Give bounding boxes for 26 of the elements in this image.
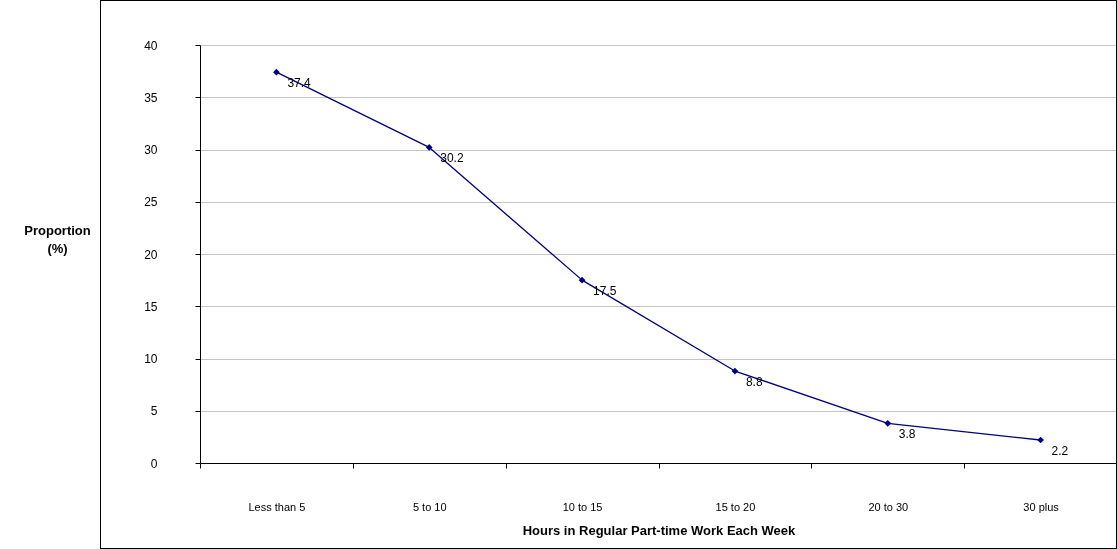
point <box>731 367 739 375</box>
point <box>884 419 892 427</box>
point <box>578 276 586 284</box>
x-axis-title: Hours in Regular Part-time Work Each Week <box>522 522 797 538</box>
y-tick-label: 35 <box>144 90 158 105</box>
x-tick-label: 10 to 15 <box>562 500 603 513</box>
x-tick-label: 20 to 30 <box>868 500 909 513</box>
y-tick-label: 0 <box>150 456 158 471</box>
y-tick-label: 30 <box>144 143 158 157</box>
x-tick-label: Less than 5 <box>248 500 306 513</box>
x-tick-label: 30 plus <box>1023 500 1060 513</box>
y-tick-label: 15 <box>144 299 158 314</box>
x-tick-label: 5 to 10 <box>412 500 447 513</box>
y-tick-label: 40 <box>144 38 158 53</box>
y-tick-label: 5 <box>150 404 158 419</box>
x-tick-label: 15 to 20 <box>715 500 756 513</box>
data-label: 3.8 <box>898 427 916 442</box>
y-tick-label: 20 <box>144 247 158 262</box>
y-tick-label: 10 <box>144 352 158 366</box>
y-axis-title: Proportion (%) <box>24 222 91 256</box>
data-label: 8.8 <box>745 375 763 390</box>
data-label: 2.2 <box>1051 444 1069 459</box>
point <box>425 144 433 151</box>
data-label: 30.2 <box>440 151 464 166</box>
point <box>273 68 280 76</box>
y-tick-label: 25 <box>144 195 158 210</box>
